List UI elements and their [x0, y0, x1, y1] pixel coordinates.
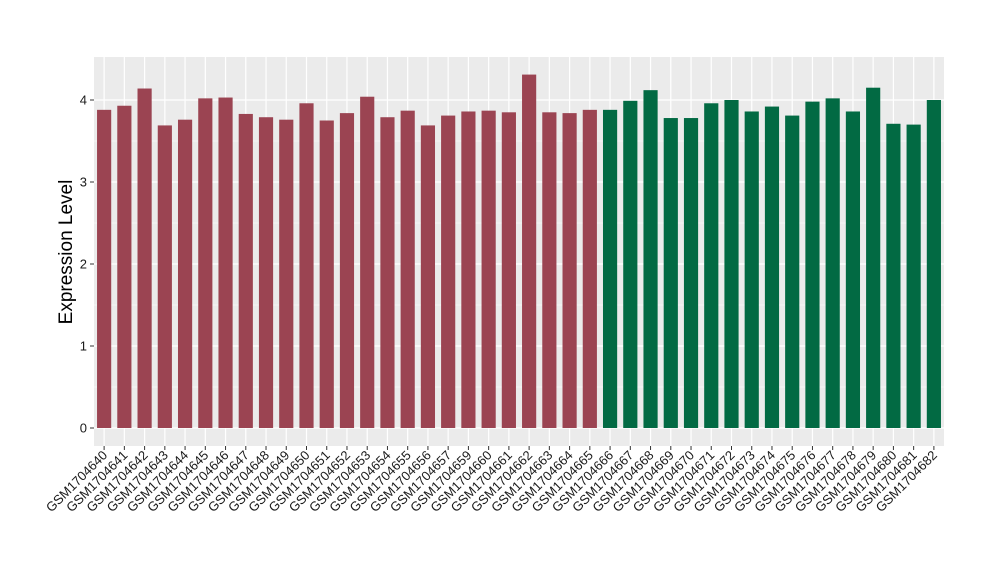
bar	[117, 105, 132, 429]
bar	[218, 97, 233, 428]
bar	[319, 120, 334, 428]
bar	[785, 115, 800, 428]
plot-panel	[94, 57, 944, 446]
bar	[198, 98, 213, 429]
bar	[360, 96, 375, 428]
y-tick-label: 2	[80, 257, 87, 272]
bar	[704, 103, 719, 428]
bar	[866, 87, 881, 428]
bar	[238, 113, 253, 428]
bars	[97, 74, 941, 429]
bar	[805, 101, 820, 428]
bar	[380, 117, 395, 428]
bar	[157, 125, 172, 429]
y-axis: 0 1 2 3 4	[80, 93, 94, 436]
bar	[906, 124, 921, 428]
bar	[582, 109, 597, 428]
bar	[400, 110, 415, 428]
minor-gridlines	[94, 140, 944, 388]
bar	[481, 110, 496, 428]
bar	[420, 125, 436, 429]
bar	[177, 119, 193, 429]
bar	[562, 113, 577, 429]
bar	[258, 117, 274, 428]
bar	[602, 109, 618, 428]
bar	[845, 111, 861, 428]
y-tick-label: 3	[80, 175, 87, 190]
bar	[441, 115, 456, 428]
bar	[744, 111, 759, 428]
bar	[137, 88, 152, 429]
bar	[97, 109, 112, 428]
bar	[926, 100, 941, 428]
bar	[623, 100, 638, 428]
bar	[279, 119, 294, 429]
y-axis-title: Expression Level	[56, 180, 77, 325]
bar	[522, 74, 537, 428]
x-axis: GSM1704640GSM1704641GSM1704642GSM1704643…	[43, 446, 940, 515]
bar	[299, 103, 314, 428]
bar	[764, 106, 780, 428]
bar	[461, 111, 476, 428]
bar	[643, 90, 658, 428]
bar	[339, 113, 355, 429]
bar	[825, 98, 840, 429]
bar	[501, 112, 516, 429]
bar	[663, 118, 678, 428]
y-tick-label: 4	[80, 93, 87, 108]
bar	[886, 123, 901, 428]
y-tick-label: 1	[80, 339, 87, 354]
bar	[542, 112, 557, 429]
y-tick-label: 0	[80, 421, 87, 436]
bar	[724, 100, 739, 428]
bar	[683, 118, 699, 428]
